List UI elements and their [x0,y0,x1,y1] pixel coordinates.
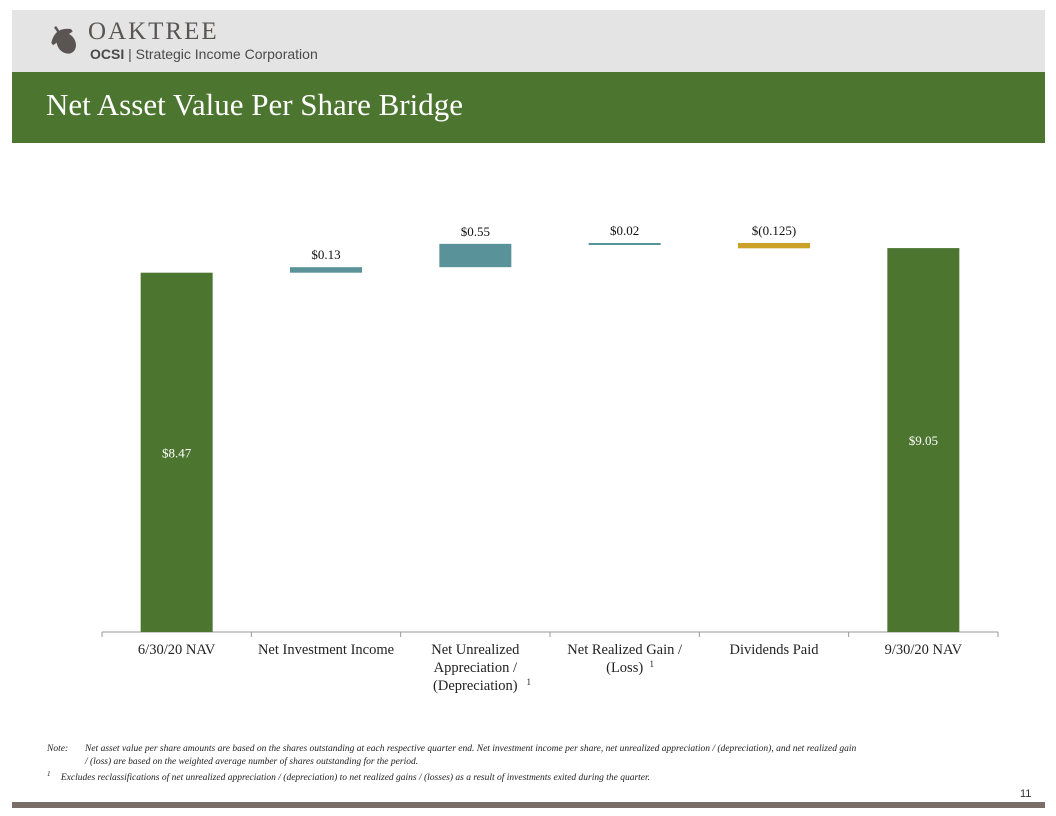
data-label-4: $0.02 [610,223,639,238]
bar-5 [738,242,810,249]
category-label-5: Dividends Paid [729,642,819,658]
page-title: Net Asset Value Per Share Bridge [46,87,463,122]
footnote-marker: 1 [649,659,654,669]
category-label-1: 6/30/20 NAV [138,642,216,658]
footnote-marker: 1 [527,677,532,687]
category-label-4: (Loss) [606,660,643,676]
data-label-6: $9.05 [909,433,938,448]
acorn-logo-icon [51,26,76,54]
data-label-5: $(0.125) [752,223,796,238]
category-label-3: (Depreciation) [433,678,518,694]
bar-6 [887,248,960,632]
bar-1 [140,272,213,632]
footnote-text: Excludes reclassifications of net unreal… [60,773,651,784]
category-label-4: Net Realized Gain / [567,642,683,658]
category-label-3: Appreciation / [434,660,518,676]
category-label-3: Net Unrealized [431,642,520,658]
company-name: OCSI | Strategic Income Corporation [90,46,318,62]
data-label-3: $0.55 [461,224,490,239]
bar-4 [588,242,661,245]
note-text-1: Net asset value per share amounts are ba… [85,744,857,754]
category-label-6: 9/30/20 NAV [885,642,963,658]
bar-3 [439,243,512,268]
company-text: | Strategic Income Corporation [124,46,318,62]
data-label-2: $0.13 [311,247,340,262]
note-label: Note: [47,744,69,754]
bar-2 [290,267,362,273]
page-number: 11 [1020,788,1032,800]
footer-rule [12,802,1045,808]
footnote-mark: 1 [47,770,51,778]
category-label-2: Net Investment Income [258,642,394,658]
footnote: 1 Excludes reclassifications of net unre… [47,770,650,783]
header-band: OAKTREE OCSI | Strategic Income Corporat… [12,10,1045,72]
title-bar: Net Asset Value Per Share Bridge [12,72,1045,143]
note-line-1: Note: Net asset value per share amounts … [47,744,856,754]
note-text-2: / (loss) are based on the weighted avera… [85,757,419,767]
ticker: OCSI [90,46,125,62]
data-label-1: $8.47 [162,445,192,460]
brand-name: OAKTREE [88,18,219,45]
